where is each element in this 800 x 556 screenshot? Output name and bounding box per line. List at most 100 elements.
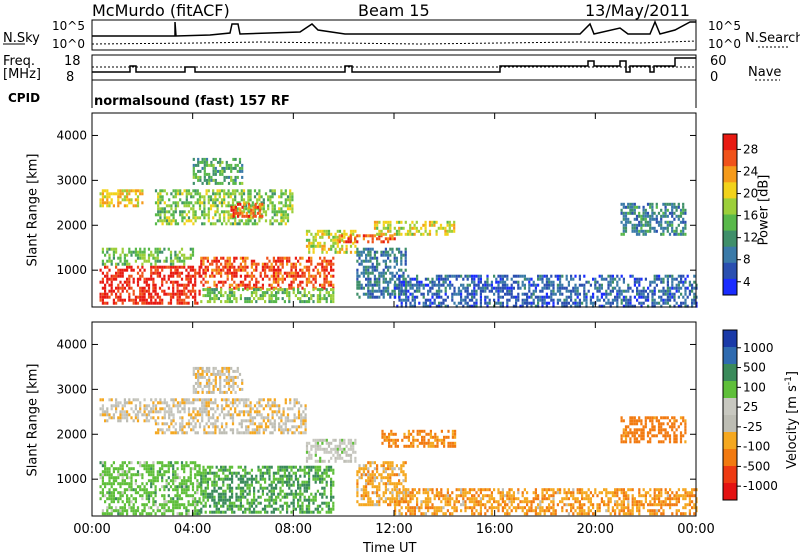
scatter-cell: [347, 240, 349, 243]
scatter-cell: [389, 260, 391, 263]
scatter-cell: [643, 287, 645, 290]
scatter-cell: [660, 218, 662, 221]
scatter-cell: [376, 221, 378, 224]
scatter-cell: [271, 291, 273, 294]
scatter-cell: [321, 439, 323, 442]
scatter-cell: [159, 398, 161, 401]
scatter-cell: [282, 469, 284, 472]
scatter-cell: [246, 472, 248, 475]
scatter-cell: [173, 416, 175, 419]
scatter-cell: [263, 398, 265, 401]
scatter-cell: [210, 207, 212, 210]
scatter-cell: [245, 207, 247, 210]
scatter-cell: [126, 290, 128, 293]
scatter-cell: [372, 296, 374, 299]
scatter-cell: [328, 263, 330, 266]
scatter-cell: [288, 284, 290, 287]
scatter-cell: [330, 294, 332, 297]
scatter-cell: [434, 299, 436, 302]
scatter-cell: [330, 496, 332, 499]
scatter-cell: [665, 206, 667, 209]
scatter-cell: [238, 466, 240, 469]
scatter-cell: [678, 224, 680, 227]
scatter-cell: [317, 272, 319, 275]
scatter-cell: [645, 299, 647, 302]
scatter-cell: [623, 206, 625, 209]
scatter-cell: [152, 287, 154, 290]
scatter-cell: [431, 284, 433, 287]
scatter-cell: [139, 275, 141, 278]
scatter-cell: [222, 478, 224, 481]
scatter-cell: [266, 291, 268, 294]
scatter-cell: [245, 431, 247, 434]
scatter-cell: [166, 222, 168, 225]
scatter-cell: [174, 281, 176, 284]
scatter-cell: [111, 509, 113, 512]
scatter-cell: [585, 302, 587, 305]
scatter-cell: [155, 431, 157, 434]
scatter-cell: [658, 275, 660, 278]
scatter-cell: [139, 290, 141, 293]
scatter-cell: [568, 296, 570, 299]
scatter-cell: [656, 275, 658, 278]
scatter-cell: [210, 198, 212, 201]
scatter-cell: [185, 488, 187, 491]
scatter-cell: [418, 287, 420, 290]
scatter-cell: [423, 302, 425, 305]
scatter-cell: [183, 287, 185, 290]
scatter-cell: [444, 227, 446, 230]
scatter-cell: [113, 254, 115, 257]
scatter-cell: [201, 404, 203, 407]
scatter-cell: [256, 428, 258, 431]
scatter-cell: [111, 284, 113, 287]
scatter-cell: [306, 260, 308, 263]
scatter-cell: [168, 464, 170, 467]
scatter-cell: [269, 219, 271, 222]
scatter-cell: [213, 496, 215, 499]
scatter-cell: [205, 487, 207, 490]
scatter-cell: [117, 419, 119, 422]
scatter-cell: [306, 511, 308, 514]
scatter-cell: [667, 275, 669, 278]
scatter-cell: [671, 275, 673, 278]
scatter-cell: [133, 398, 135, 401]
scatter-cell: [108, 290, 110, 293]
scatter-cell: [164, 407, 166, 410]
scatter-cell: [517, 296, 519, 299]
scatter-cell: [102, 404, 104, 407]
scatter-cell: [389, 248, 391, 251]
scatter-cell: [141, 476, 143, 479]
scatter-cell: [188, 219, 190, 222]
scatter-cell: [385, 227, 387, 230]
scatter-cell: [621, 209, 623, 212]
scatter-cell: [667, 209, 669, 212]
scatter-cell: [181, 422, 183, 425]
scatter-cell: [172, 266, 174, 269]
scatter-cell: [301, 469, 303, 472]
scatter-cell: [629, 209, 631, 212]
scatter-cell: [130, 479, 132, 482]
scatter-cell: [222, 281, 224, 284]
scatter-cell: [305, 422, 307, 425]
scatter-cell: [502, 281, 504, 284]
scatter-cell: [226, 161, 228, 164]
scatter-cell: [181, 266, 183, 269]
scatter-cell: [159, 470, 161, 473]
scatter-cell: [480, 275, 482, 278]
scatter-cell: [678, 233, 680, 236]
scatter-cell: [282, 466, 284, 469]
scatter-cell: [152, 257, 154, 260]
scatter-cell: [460, 284, 462, 287]
scatter-cell: [124, 473, 126, 476]
scatter-cell: [332, 469, 334, 472]
scatter-cell: [282, 288, 284, 291]
scatter-cell: [471, 290, 473, 293]
scatter-cell: [495, 281, 497, 284]
scatter-cell: [293, 466, 295, 469]
scatter-cell: [172, 290, 174, 293]
scatter-cell: [310, 242, 312, 245]
scatter-cell: [250, 212, 252, 215]
scatter-cell: [376, 233, 378, 236]
scatter-cell: [557, 275, 559, 278]
scatter-cell: [148, 287, 150, 290]
